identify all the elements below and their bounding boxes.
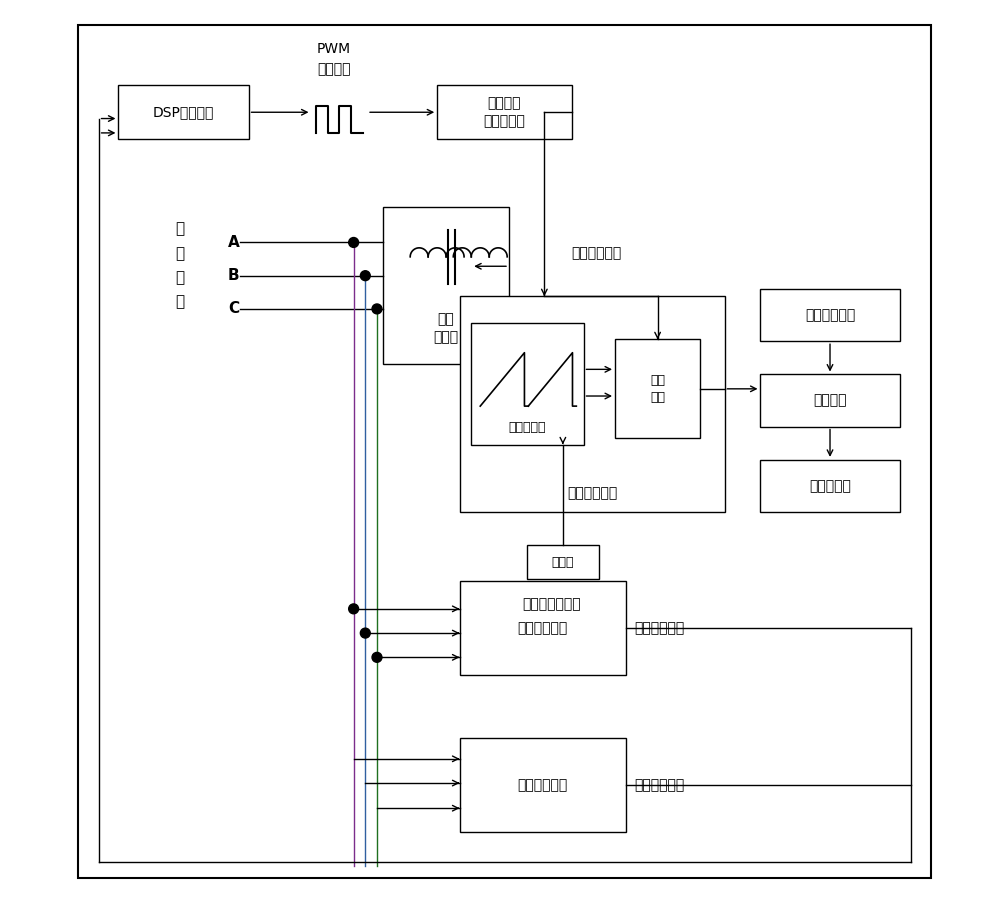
Circle shape (372, 652, 382, 663)
Bar (437, 85, 572, 139)
Text: 同步
变压器: 同步 变压器 (434, 313, 459, 344)
Circle shape (349, 238, 359, 248)
Circle shape (360, 271, 370, 280)
Text: 进: 进 (175, 270, 184, 285)
Bar (760, 374, 900, 427)
Text: 过流保护电路: 过流保护电路 (518, 621, 568, 635)
Text: B: B (228, 269, 240, 283)
Text: PWM: PWM (317, 42, 351, 57)
Text: 比较
逻辑: 比较 逻辑 (650, 374, 665, 404)
Circle shape (360, 629, 370, 638)
Bar (760, 460, 900, 512)
Text: 线: 线 (175, 295, 184, 309)
Bar (460, 296, 725, 512)
Bar (615, 339, 700, 438)
Bar (527, 545, 599, 579)
Bar (383, 207, 509, 364)
Text: A: A (228, 235, 240, 250)
Circle shape (349, 603, 359, 614)
Text: C: C (228, 302, 239, 316)
Text: 相: 相 (175, 246, 184, 260)
Bar (760, 289, 900, 341)
Text: 缺相保护电路: 缺相保护电路 (518, 779, 568, 792)
Text: 驱动晶闸管: 驱动晶闸管 (809, 479, 851, 493)
Bar (460, 738, 626, 832)
Text: 锯齿波产生: 锯齿波产生 (509, 421, 546, 434)
Text: 调节锯齿波幅值: 调节锯齿波幅值 (522, 597, 581, 612)
Text: 缺相故障信号: 缺相故障信号 (635, 779, 685, 792)
Text: 过流故障信号: 过流故障信号 (635, 621, 685, 635)
Text: 电位器: 电位器 (552, 556, 574, 568)
Bar (460, 581, 626, 675)
Text: 移相控制芯片: 移相控制芯片 (567, 486, 617, 500)
Text: 巴特沃兹
低通滤波器: 巴特沃兹 低通滤波器 (484, 96, 525, 128)
Text: 三: 三 (175, 222, 184, 236)
Bar (471, 323, 584, 445)
Text: 产生触发脉冲: 产生触发脉冲 (805, 308, 855, 322)
Text: 驱动电路: 驱动电路 (813, 393, 847, 408)
Circle shape (372, 304, 382, 313)
Text: DSP控制芯片: DSP控制芯片 (153, 105, 214, 119)
Text: 移相控制电压: 移相控制电压 (571, 246, 622, 260)
Bar (118, 85, 249, 139)
Text: 电压输入: 电压输入 (317, 62, 351, 76)
